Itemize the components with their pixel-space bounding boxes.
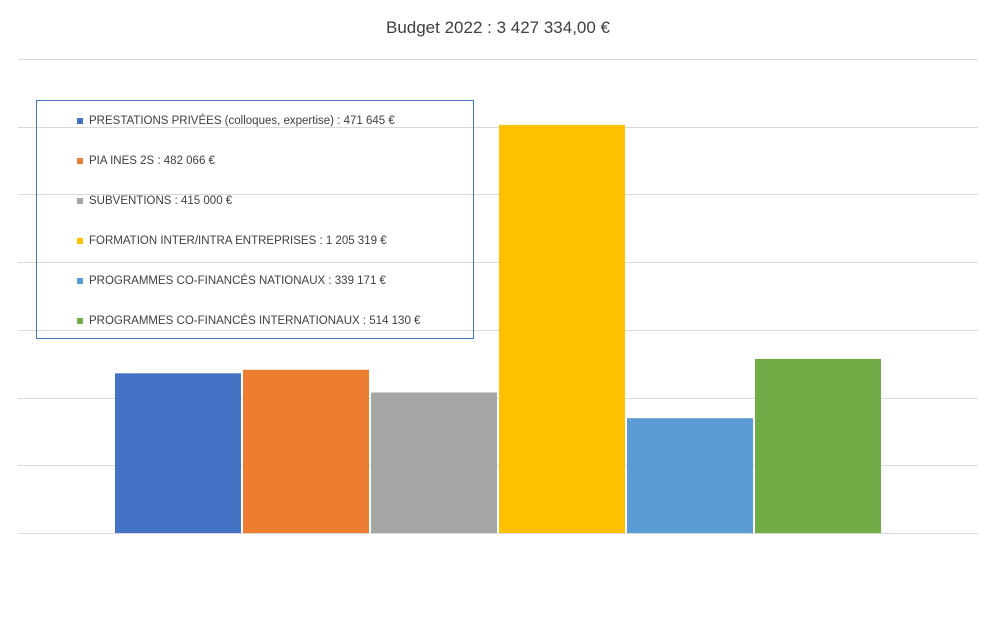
bar-2 bbox=[243, 369, 369, 533]
legend-swatch bbox=[77, 118, 83, 124]
bar-5 bbox=[627, 418, 753, 533]
legend-label: PROGRAMMES CO-FINANCÉS INTERNATIONAUX : … bbox=[89, 315, 421, 327]
legend-item-5: PROGRAMMES CO-FINANCÉS NATIONAUX : 339 1… bbox=[77, 273, 386, 289]
chart-title: Budget 2022 : 3 427 334,00 € bbox=[385, 18, 611, 37]
legend-label: PRESTATIONS PRIVÉES (colloques, expertis… bbox=[89, 115, 395, 127]
legend-label: PROGRAMMES CO-FINANCÉS NATIONAUX : 339 1… bbox=[89, 275, 386, 287]
legend-item-1: PRESTATIONS PRIVÉES (colloques, expertis… bbox=[77, 113, 395, 129]
legend-swatch bbox=[77, 158, 83, 164]
legend-label: PIA INES 2S : 482 066 € bbox=[89, 155, 215, 167]
legend-item-3: SUBVENTIONS : 415 000 € bbox=[77, 193, 232, 209]
bar-6 bbox=[755, 358, 881, 533]
legend-label: FORMATION INTER/INTRA ENTREPRISES : 1 20… bbox=[89, 235, 387, 247]
legend-swatch bbox=[77, 318, 83, 324]
legend-swatch bbox=[77, 198, 83, 204]
legend-swatch bbox=[77, 278, 83, 284]
bar-4 bbox=[499, 124, 625, 533]
legend-item-4: FORMATION INTER/INTRA ENTREPRISES : 1 20… bbox=[77, 233, 387, 249]
legend-swatch bbox=[77, 238, 83, 244]
legend-label: SUBVENTIONS : 415 000 € bbox=[89, 195, 233, 207]
legend-item-6: PROGRAMMES CO-FINANCÉS INTERNATIONAUX : … bbox=[77, 313, 420, 329]
bar-1 bbox=[115, 373, 241, 533]
bar-3 bbox=[371, 392, 497, 533]
chart-legend: PRESTATIONS PRIVÉES (colloques, expertis… bbox=[36, 100, 474, 339]
legend-item-2: PIA INES 2S : 482 066 € bbox=[77, 153, 215, 169]
